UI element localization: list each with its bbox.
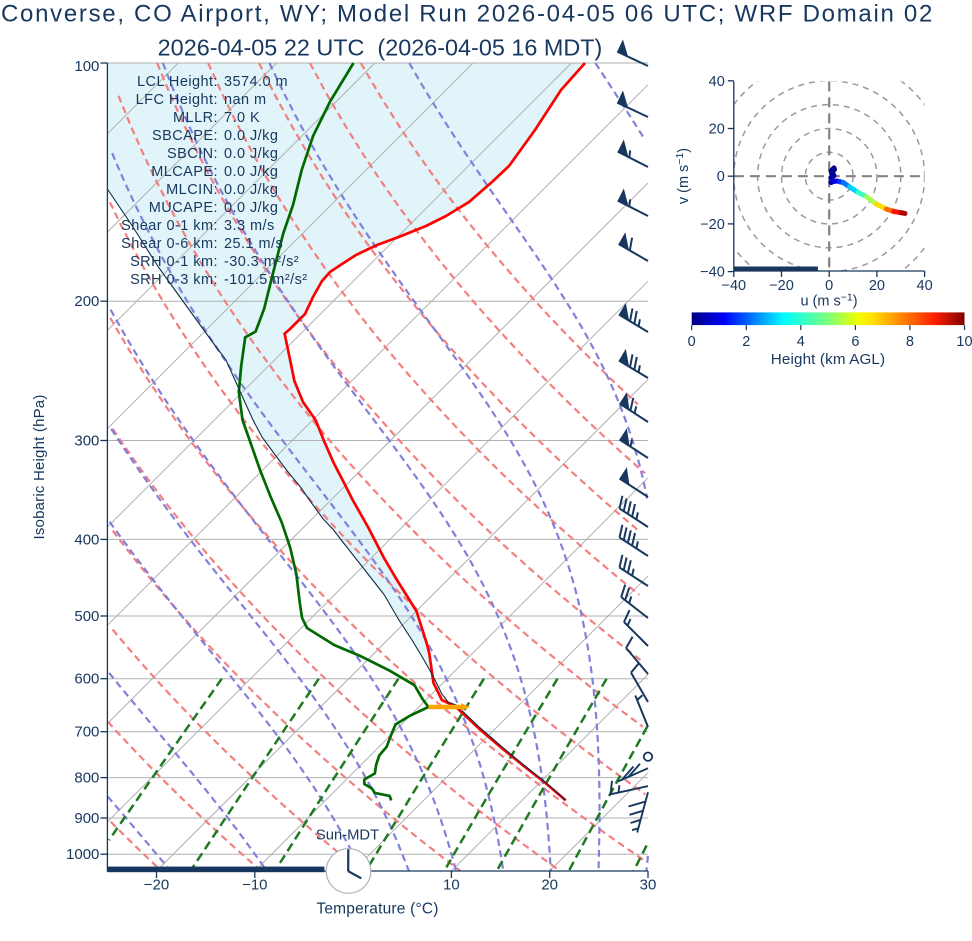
svg-text:30: 30	[640, 877, 657, 894]
svg-text:Height (km AGL): Height (km AGL)	[771, 351, 886, 368]
svg-text:500: 500	[74, 608, 99, 625]
svg-text:200: 200	[74, 293, 99, 310]
svg-text:10: 10	[443, 877, 460, 894]
svg-text:40: 40	[917, 278, 933, 294]
svg-text:Shear 0-1 km:: Shear 0-1 km:	[121, 218, 218, 234]
svg-text:−10: −10	[242, 877, 267, 894]
svg-text:SBCAPE:: SBCAPE:	[152, 128, 218, 144]
svg-text:7.0 K: 7.0 K	[224, 110, 260, 126]
svg-text:0.0 J/kg: 0.0 J/kg	[224, 128, 278, 144]
svg-text:−20: −20	[144, 877, 169, 894]
svg-text:4: 4	[797, 334, 805, 350]
svg-text:400: 400	[74, 531, 99, 548]
svg-text:−20: −20	[769, 278, 794, 294]
svg-text:MLCAPE:: MLCAPE:	[151, 164, 218, 180]
svg-text:0.0 J/kg: 0.0 J/kg	[224, 182, 278, 198]
svg-text:3.3 m/s: 3.3 m/s	[224, 218, 275, 234]
svg-text:SRH 0-1 km:: SRH 0-1 km:	[130, 254, 218, 270]
svg-text:0: 0	[688, 334, 696, 350]
svg-text:MLCIN:: MLCIN:	[166, 182, 218, 198]
svg-text:300: 300	[74, 433, 99, 450]
svg-text:0.0 J/kg: 0.0 J/kg	[224, 146, 278, 162]
svg-text:6: 6	[851, 334, 859, 350]
svg-text:1000: 1000	[66, 846, 99, 863]
svg-text:MUCAPE:: MUCAPE:	[149, 200, 218, 216]
svg-text:Isobaric Height (hPa): Isobaric Height (hPa)	[31, 394, 48, 539]
svg-text:700: 700	[74, 724, 99, 741]
svg-text:Shear 0-6 km:: Shear 0-6 km:	[121, 236, 218, 252]
svg-text:3574.0 m: 3574.0 m	[224, 74, 288, 90]
svg-text:0.0 J/kg: 0.0 J/kg	[224, 164, 278, 180]
svg-text:−40: −40	[700, 265, 725, 281]
svg-text:10: 10	[956, 334, 972, 350]
svg-text:Temperature (°C): Temperature (°C)	[316, 901, 438, 918]
svg-text:40: 40	[709, 74, 725, 90]
svg-text:Sun-MDT: Sun-MDT	[316, 828, 379, 844]
svg-text:0: 0	[825, 278, 833, 294]
svg-text:100: 100	[74, 58, 99, 75]
svg-text:MLLR:: MLLR:	[173, 110, 218, 126]
svg-text:0.0 J/kg: 0.0 J/kg	[224, 200, 278, 216]
svg-text:900: 900	[74, 810, 99, 827]
svg-text:−20: −20	[700, 217, 725, 233]
svg-text:SRH 0-3 km:: SRH 0-3 km:	[130, 272, 218, 288]
svg-text:20: 20	[709, 122, 725, 138]
svg-text:-101.5 m²/s²: -101.5 m²/s²	[224, 272, 308, 288]
svg-text:20: 20	[869, 278, 885, 294]
svg-text:LCL Height:: LCL Height:	[137, 74, 218, 90]
svg-text:nan m: nan m	[224, 92, 267, 108]
svg-text:800: 800	[74, 770, 99, 787]
svg-text:0: 0	[717, 169, 725, 185]
svg-text:25.1 m/s: 25.1 m/s	[224, 236, 283, 252]
svg-text:20: 20	[541, 877, 558, 894]
svg-text:Converse, CO Airport, WY; Mode: Converse, CO Airport, WY; Model Run 2026…	[1, 1, 934, 28]
svg-text:8: 8	[906, 334, 914, 350]
svg-text:−40: −40	[721, 278, 746, 294]
svg-text:-30.3 m²/s²: -30.3 m²/s²	[224, 254, 299, 270]
svg-text:LFC Height:: LFC Height:	[136, 92, 218, 108]
svg-text:2026-04-05 22 UTC (2026-04-05: 2026-04-05 22 UTC (2026-04-05 16 MDT)	[158, 35, 603, 61]
svg-text:SBCIN:: SBCIN:	[167, 146, 218, 162]
svg-text:600: 600	[74, 671, 99, 688]
svg-text:2: 2	[742, 334, 750, 350]
